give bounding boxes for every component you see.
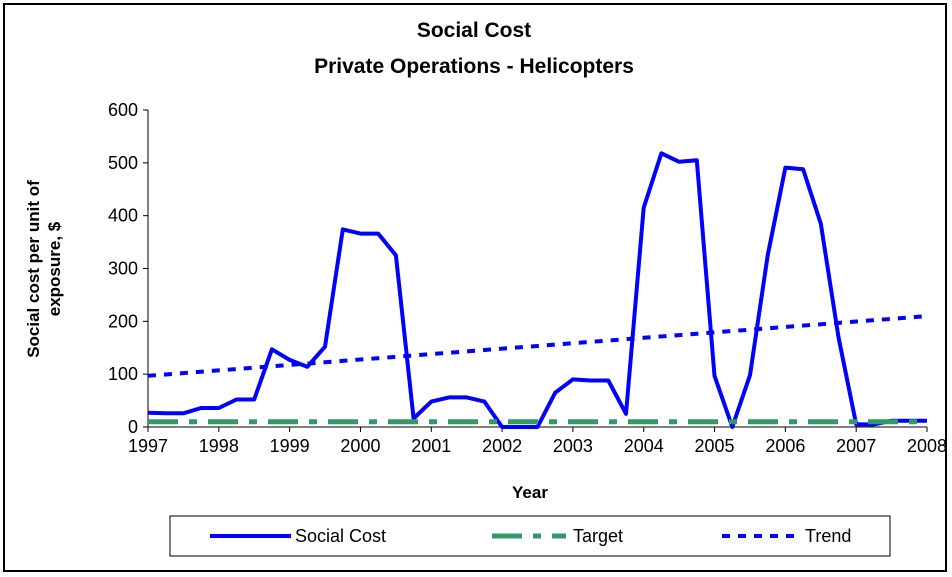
y-tick-label: 0 [128, 417, 138, 437]
x-tick-label: 1998 [199, 436, 239, 456]
legend-label-social-cost: Social Cost [295, 526, 386, 546]
y-axis-label-line-1: Social cost per unit of [24, 180, 43, 358]
plot-area: 0 100 200 300 400 500 600 1997 1998 1999 2000 2001 2… [108, 100, 945, 456]
x-tick-label: 2002 [482, 436, 522, 456]
y-tick-label: 300 [108, 259, 138, 279]
legend: Social Cost Target Trend [169, 515, 891, 557]
x-tick-label: 2000 [340, 436, 380, 456]
x-tick-label: 2003 [553, 436, 593, 456]
x-tick-label: 1997 [128, 436, 168, 456]
x-tick-label: 2004 [624, 436, 664, 456]
y-tick-label: 100 [108, 364, 138, 384]
x-tick-label: 2005 [695, 436, 735, 456]
series-trend-line [147, 314, 928, 378]
x-axis-label: Year [512, 483, 548, 502]
y-tick-label: 400 [108, 206, 138, 226]
x-tick-label: 2007 [836, 436, 876, 456]
y-tick-label: 600 [108, 100, 138, 120]
chart-frame: Social Cost Private Operations - Helicop… [3, 3, 947, 572]
x-tick-label: 2008 [907, 436, 945, 456]
series-social-cost-line [147, 151, 927, 429]
x-tick-label: 2006 [765, 436, 805, 456]
y-tick-label: 200 [108, 311, 138, 331]
y-axis-label-line-2: exposure, $ [45, 221, 64, 316]
chart-subtitle: Private Operations - Helicopters [314, 55, 634, 78]
chart: Social Cost Private Operations - Helicop… [24, 19, 945, 557]
legend-label-trend: Trend [805, 526, 851, 546]
x-tick-label: 2001 [411, 436, 451, 456]
y-tick-label: 500 [108, 153, 138, 173]
x-tick-label: 1999 [270, 436, 310, 456]
legend-label-target: Target [573, 526, 623, 546]
chart-title: Social Cost [417, 19, 531, 42]
